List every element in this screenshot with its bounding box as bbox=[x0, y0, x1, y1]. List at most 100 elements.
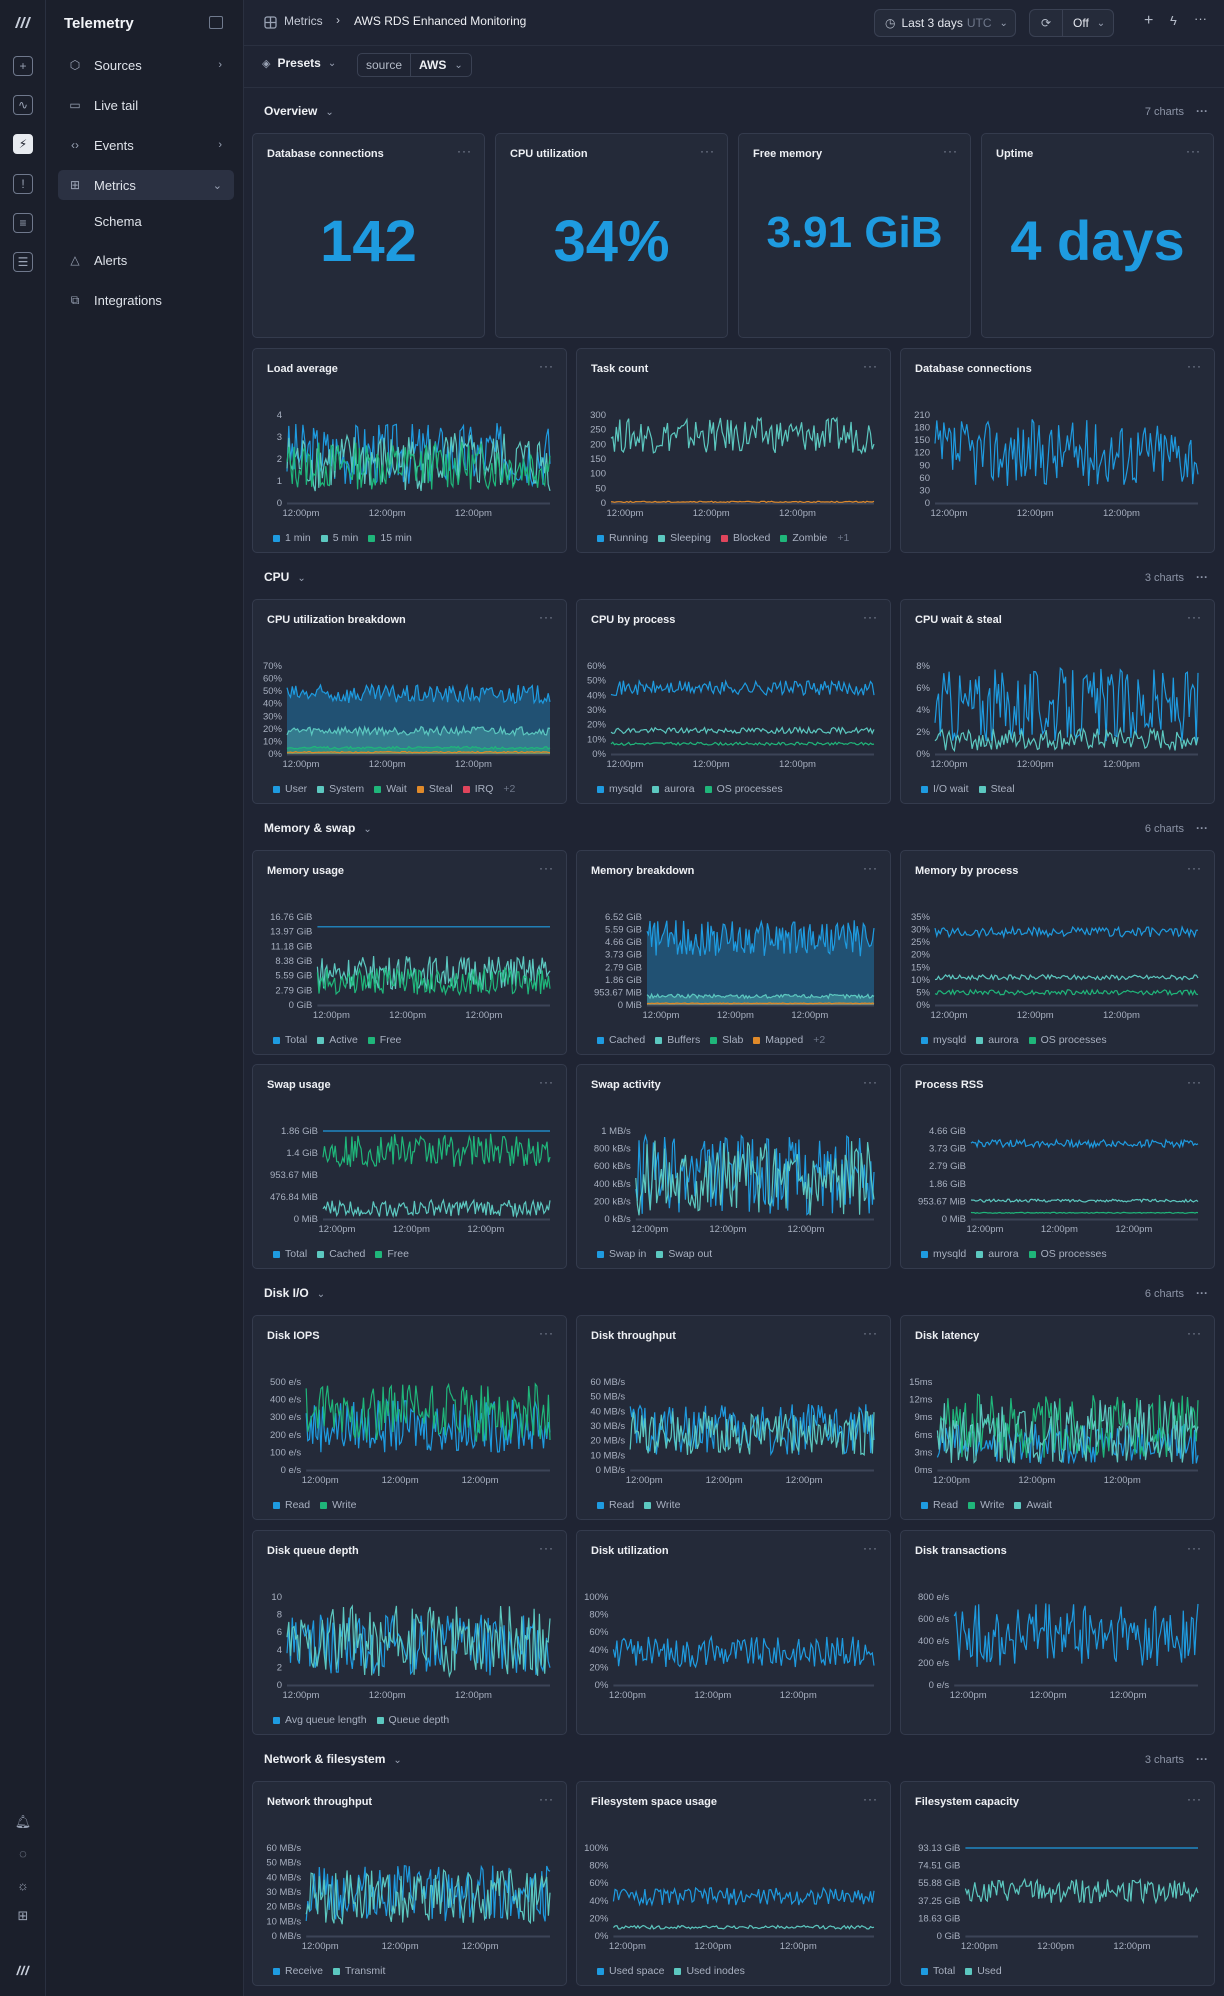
more-options-icon[interactable]: ··· bbox=[539, 610, 554, 624]
more-options-icon[interactable]: ··· bbox=[539, 359, 554, 373]
more-options-icon[interactable]: ··· bbox=[1196, 570, 1208, 584]
chat-icon[interactable]: ◌ bbox=[19, 1845, 27, 1861]
more-options-icon[interactable]: ··· bbox=[863, 861, 878, 875]
legend-item[interactable]: aurora bbox=[976, 1248, 1019, 1260]
legend-item[interactable]: Buffers bbox=[655, 1034, 700, 1046]
chart-plot[interactable]: 60 MB/s 50 MB/s 40 MB/s 30 MB/s 20 MB/s 10 MB… bbox=[253, 1782, 568, 1987]
legend-item[interactable]: Transmit bbox=[332, 1965, 385, 1977]
legend-item[interactable]: Read bbox=[921, 1499, 958, 1511]
legend-item[interactable]: OS processes bbox=[1028, 1034, 1107, 1046]
source-filter[interactable]: source AWS ⌄ bbox=[357, 53, 472, 77]
sidebar-item-metrics[interactable]: ⊞ Metrics ⌄ bbox=[58, 170, 234, 200]
legend-item[interactable]: Zombie bbox=[780, 532, 827, 544]
more-options-icon[interactable]: ··· bbox=[539, 1541, 554, 1555]
refresh-button[interactable]: ⟳ bbox=[1029, 9, 1063, 37]
more-options-icon[interactable]: ··· bbox=[863, 1326, 878, 1340]
more-options-icon[interactable]: ··· bbox=[1187, 1326, 1202, 1340]
list-icon[interactable]: ☰ bbox=[13, 252, 33, 272]
workspace-logo-icon[interactable] bbox=[13, 1960, 33, 1980]
legend-item[interactable]: aurora bbox=[976, 1034, 1019, 1046]
more-options-icon[interactable]: ··· bbox=[457, 144, 472, 158]
legend-item[interactable]: Total bbox=[273, 1034, 307, 1046]
section-header-cpu[interactable]: CPU ⌄ 3 charts ··· bbox=[264, 570, 1208, 590]
legend-item[interactable]: Read bbox=[273, 1499, 310, 1511]
chart-plot[interactable]: 60%50%40%30%20%10%0%12:00pm 12:00pm 12:00p… bbox=[577, 600, 892, 805]
chart-plot[interactable]: 93.13 GiB 74.51 GiB 55.88 GiB 37.25 GiB 18.6… bbox=[901, 1782, 1216, 1987]
breadcrumb-parent[interactable]: Metrics bbox=[284, 14, 323, 28]
legend-item[interactable]: Total bbox=[921, 1965, 955, 1977]
more-options-icon[interactable]: ··· bbox=[1196, 1286, 1208, 1300]
legend-item[interactable]: mysqld bbox=[597, 783, 642, 795]
auto-refresh-select[interactable]: Off ⌄ bbox=[1062, 9, 1114, 37]
legend-item[interactable]: Write bbox=[644, 1499, 680, 1511]
sun-icon[interactable]: ☼ bbox=[17, 1877, 29, 1893]
sidebar-item-integrations[interactable]: ⧉ Integrations bbox=[58, 285, 234, 315]
legend-item[interactable]: IRQ bbox=[462, 783, 493, 795]
legend-item[interactable]: Used inodes bbox=[674, 1965, 745, 1977]
more-options-icon[interactable]: ··· bbox=[863, 610, 878, 624]
legend-item[interactable]: 5 min bbox=[320, 532, 358, 544]
more-options-icon[interactable]: ··· bbox=[863, 359, 878, 373]
legend-more[interactable]: +2 bbox=[503, 783, 516, 795]
legend-item[interactable]: Blocked bbox=[721, 532, 770, 544]
legend-item[interactable]: System bbox=[317, 783, 364, 795]
more-options-icon[interactable]: ··· bbox=[1186, 144, 1201, 158]
chart-plot[interactable]: 100%80%60%40%20%0%12:00pm 12:00pm 12:00pm bbox=[577, 1782, 892, 1987]
more-options-icon[interactable]: ··· bbox=[943, 144, 958, 158]
section-header-memory-swap[interactable]: Memory & swap ⌄ 6 charts ··· bbox=[264, 821, 1208, 841]
sidebar-item-events[interactable]: ‹› Events › bbox=[58, 130, 234, 160]
more-options-icon[interactable]: ··· bbox=[1187, 610, 1202, 624]
legend-item[interactable]: mysqld bbox=[921, 1248, 966, 1260]
legend-more[interactable]: +1 bbox=[837, 532, 850, 544]
chart-plot[interactable]: 1.86 GiB 1.4 GiB 953.67 MiB 476.84 MiB 0 MiB… bbox=[253, 1065, 568, 1270]
more-options-icon[interactable]: ··· bbox=[1187, 1075, 1202, 1089]
section-header-overview[interactable]: Overview ⌄ 7 charts ··· bbox=[264, 104, 1208, 124]
legend-item[interactable]: Used bbox=[965, 1965, 1002, 1977]
legend-item[interactable]: Queue depth bbox=[376, 1714, 449, 1726]
more-options-icon[interactable]: ··· bbox=[1196, 821, 1208, 835]
lightning-icon[interactable]: ϟ bbox=[1170, 13, 1177, 28]
telemetry-icon[interactable]: ⚡ bbox=[13, 134, 33, 154]
more-options-icon[interactable]: ··· bbox=[1196, 1752, 1208, 1766]
legend-item[interactable]: Free bbox=[367, 1034, 401, 1046]
more-options-icon[interactable]: ··· bbox=[539, 1792, 554, 1806]
activity-icon[interactable]: ∿ bbox=[13, 95, 33, 115]
chart-plot[interactable]: 100%80%60%40%20%0%12:00pm 12:00pm 12:00pm bbox=[577, 1531, 892, 1736]
legend-item[interactable]: aurora bbox=[652, 783, 695, 795]
legend-item[interactable]: Await bbox=[1014, 1499, 1052, 1511]
chart-plot[interactable]: 16.76 GiB 13.97 GiB 11.18 GiB 8.38 GiB 5.59 … bbox=[253, 851, 568, 1056]
legend-item[interactable]: Running bbox=[597, 532, 648, 544]
document-icon[interactable]: ≡ bbox=[13, 213, 33, 233]
chart-plot[interactable]: 70%60%50%40%30%20%10%0%12:00pm 12:00pm 12:… bbox=[253, 600, 568, 805]
legend-item[interactable]: I/O wait bbox=[921, 783, 969, 795]
alert-square-icon[interactable]: ! bbox=[13, 174, 33, 194]
legend-item[interactable]: Swap out bbox=[656, 1248, 712, 1260]
legend-item[interactable]: Slab bbox=[710, 1034, 743, 1046]
more-options-icon[interactable]: ··· bbox=[539, 1326, 554, 1340]
collapse-sidebar-icon[interactable] bbox=[209, 16, 223, 29]
legend-item[interactable]: OS processes bbox=[1028, 1248, 1107, 1260]
bell-icon[interactable]: 🔔︎ bbox=[14, 1814, 32, 1829]
legend-item[interactable]: Sleeping bbox=[658, 532, 711, 544]
legend-item[interactable]: Avg queue length bbox=[273, 1714, 367, 1726]
more-options-icon[interactable]: ··· bbox=[1187, 359, 1202, 373]
presets-button[interactable]: ◈ Presets ⌄ bbox=[262, 56, 336, 70]
legend-item[interactable]: Mapped bbox=[753, 1034, 803, 1046]
legend-item[interactable]: Write bbox=[320, 1499, 356, 1511]
chart-plot[interactable]: 35%30%25%20%15%10%5%0%12:00pm 12:00pm 12:0… bbox=[901, 851, 1216, 1056]
add-icon[interactable]: + bbox=[1144, 12, 1154, 29]
legend-item[interactable]: 15 min bbox=[368, 532, 412, 544]
legend-item[interactable]: mysqld bbox=[921, 1034, 966, 1046]
legend-item[interactable]: Active bbox=[317, 1034, 358, 1046]
sidebar-item-schema[interactable]: Schema bbox=[58, 206, 234, 236]
sidebar-item-sources[interactable]: ⬡ Sources › bbox=[58, 50, 234, 80]
logo-icon[interactable] bbox=[13, 12, 33, 32]
section-header-disk-i-o[interactable]: Disk I/O ⌄ 6 charts ··· bbox=[264, 1286, 1208, 1306]
more-options-icon[interactable]: ··· bbox=[1187, 861, 1202, 875]
more-options-icon[interactable]: ··· bbox=[700, 144, 715, 158]
